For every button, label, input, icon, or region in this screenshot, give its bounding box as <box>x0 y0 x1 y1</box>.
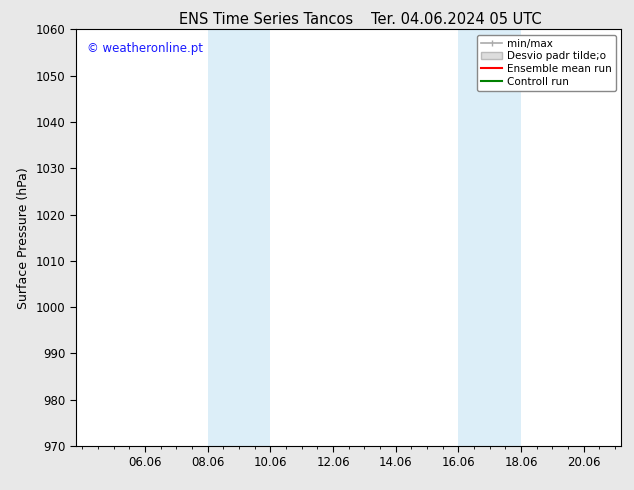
Text: © weatheronline.pt: © weatheronline.pt <box>87 42 203 55</box>
Bar <box>208 29 270 446</box>
Text: ENS Time Series Tancos: ENS Time Series Tancos <box>179 12 353 27</box>
Text: Ter. 04.06.2024 05 UTC: Ter. 04.06.2024 05 UTC <box>371 12 542 27</box>
Y-axis label: Surface Pressure (hPa): Surface Pressure (hPa) <box>17 167 30 309</box>
Legend: min/max, Desvio padr tilde;o, Ensemble mean run, Controll run: min/max, Desvio padr tilde;o, Ensemble m… <box>477 35 616 91</box>
Bar <box>458 29 521 446</box>
